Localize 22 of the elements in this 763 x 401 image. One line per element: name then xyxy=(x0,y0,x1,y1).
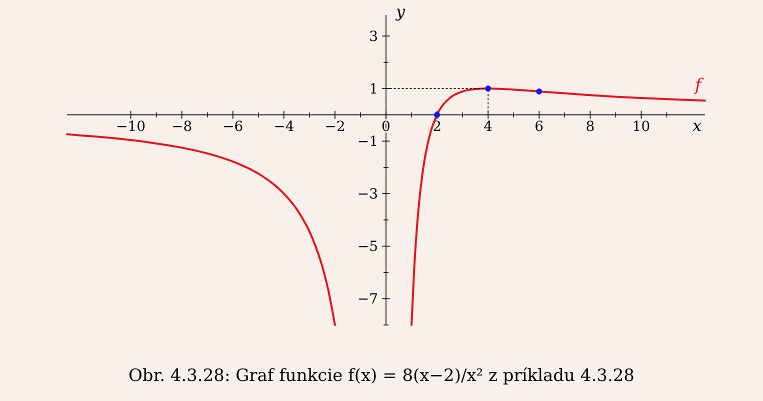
point xyxy=(536,88,542,94)
y-tick-label: 1 xyxy=(369,82,378,98)
x-tick-label: −10 xyxy=(116,118,146,135)
y-tick-label: −3 xyxy=(357,186,378,203)
x-tick-label: 4 xyxy=(484,118,493,135)
y-tick-label: −7 xyxy=(357,292,378,308)
series-label: f xyxy=(693,76,704,96)
x-tick-label: 6 xyxy=(534,118,544,135)
x-tick-label: −8 xyxy=(172,118,192,135)
x-tick-label: −2 xyxy=(324,118,346,135)
x-axis-title: x xyxy=(692,116,702,135)
y-tick-label: −1 xyxy=(357,134,378,150)
point xyxy=(434,112,440,118)
y-tick-label: −5 xyxy=(357,239,378,256)
x-tick-label: −4 xyxy=(274,118,294,135)
y-axis-title: y xyxy=(395,2,406,21)
x-tick-label: −6 xyxy=(222,118,244,135)
x-tick-label: 10 xyxy=(632,118,650,135)
point xyxy=(485,86,492,92)
x-tick-label: 8 xyxy=(586,118,595,135)
text: Obr. 4.3.28: Graf funkcie f(x) = 8(x−2)/x² z príkladu 4.3.28 xyxy=(128,366,634,386)
y-tick-label: 3 xyxy=(369,29,378,46)
